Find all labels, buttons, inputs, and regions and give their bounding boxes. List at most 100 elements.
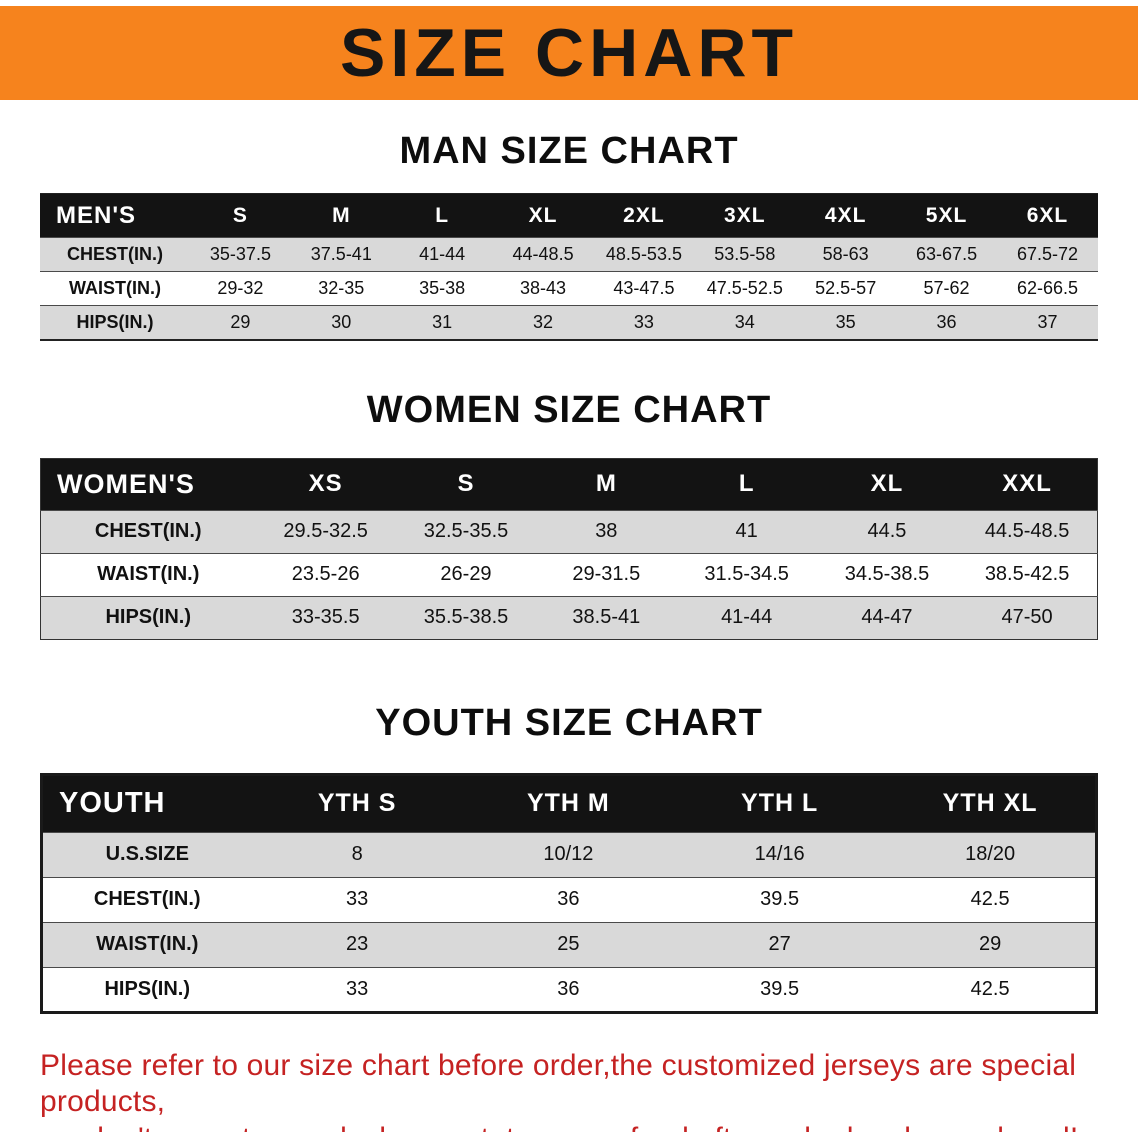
size-value: 37.5-41 xyxy=(310,244,372,264)
size-value: 41 xyxy=(735,520,758,542)
size-column-header: YTH L xyxy=(674,774,886,832)
size-value: 35 xyxy=(835,311,856,332)
size-column-header: M xyxy=(290,193,392,238)
size-column-header: YTH M xyxy=(462,774,674,832)
row-label: WAIST(IN.) xyxy=(69,278,161,298)
table-name-label: MEN'S xyxy=(40,193,190,238)
size-value: 30 xyxy=(331,311,352,332)
size-column-header: 4XL xyxy=(795,193,897,238)
size-value: 42.5 xyxy=(970,888,1010,910)
size-value: 31 xyxy=(432,311,453,332)
size-value: 47-50 xyxy=(1001,606,1053,628)
size-value: 52.5-57 xyxy=(815,278,877,298)
size-value: 33 xyxy=(346,977,369,1000)
table-row: CHEST(IN.) 29.5-32.5 32.5-35.5 38 41 44.5 44.5… xyxy=(40,510,1098,553)
size-value: 44-47 xyxy=(861,606,913,628)
size-value: 44-48.5 xyxy=(512,244,574,264)
size-value: 36 xyxy=(557,888,580,910)
size-value: 33 xyxy=(346,888,369,910)
size-column-header: 5XL xyxy=(896,193,997,238)
footer-line-1: Please refer to our size chart before or… xyxy=(40,1048,1077,1119)
size-value: 18/20 xyxy=(965,843,1016,865)
row-label: CHEST(IN.) xyxy=(67,244,163,264)
page-title: SIZE CHART xyxy=(340,15,798,91)
size-value: 39.5 xyxy=(760,977,800,1000)
men-size-table: MEN'S S M L XL 2XL 3XL 4XL 5XL 6XL CHEST(IN.) 35-37… xyxy=(40,193,1098,341)
size-value: 38.5-41 xyxy=(572,606,641,628)
size-value: 32.5-35.5 xyxy=(423,520,509,542)
table-name-label: YOUTH xyxy=(41,774,252,832)
size-column-header: L xyxy=(391,193,493,238)
size-value: 10/12 xyxy=(543,843,594,865)
size-column-header: YTH S xyxy=(251,774,463,832)
size-value: 35.5-38.5 xyxy=(423,606,509,628)
table-row: WAIST(IN.) 23.5-26 26-29 29-31.5 31.5-34.5 34… xyxy=(40,553,1098,596)
size-value: 47.5-52.5 xyxy=(706,278,783,298)
size-column-header: YTH XL xyxy=(885,774,1097,832)
size-value: 23 xyxy=(346,933,369,955)
size-value: 32-35 xyxy=(318,278,365,298)
row-label: HIPS(IN.) xyxy=(76,311,154,332)
women-size-table: WOMEN'S XS S M L XL XXL CHEST(IN.) 29.5-32.5 32.5… xyxy=(40,457,1098,640)
size-column-header: 2XL xyxy=(593,193,695,238)
size-value: 38 xyxy=(595,520,618,542)
table-header-row: MEN'S S M L XL 2XL 3XL 4XL 5XL 6XL xyxy=(40,193,1098,238)
size-value: 43-47.5 xyxy=(613,278,675,298)
women-section-heading: WOMEN SIZE CHART xyxy=(366,388,772,431)
size-value: 38-43 xyxy=(520,278,567,298)
footer-line-2: we don't accept cancel, change, teturn o… xyxy=(40,1121,1138,1132)
table-row: WAIST(IN.) 23 25 27 29 xyxy=(41,922,1097,967)
row-label: HIPS(IN.) xyxy=(105,606,192,628)
size-value: 25 xyxy=(557,933,580,955)
row-label: WAIST(IN.) xyxy=(96,933,199,955)
row-label: CHEST(IN.) xyxy=(94,520,202,542)
size-value: 58-63 xyxy=(822,244,869,264)
size-value: 29 xyxy=(979,933,1002,955)
table-header-row: WOMEN'S XS S M L XL XXL xyxy=(40,458,1098,510)
size-value: 29 xyxy=(230,311,251,332)
banner: SIZE CHART xyxy=(0,6,1138,100)
size-value: 33 xyxy=(633,311,654,332)
table-row: HIPS(IN.) 33 36 39.5 42.5 xyxy=(41,967,1097,1012)
size-column-header: XL xyxy=(816,458,958,510)
size-value: 33-35.5 xyxy=(291,606,360,628)
size-value: 34.5-38.5 xyxy=(844,563,930,585)
size-column-header: XS xyxy=(255,458,396,510)
size-value: 39.5 xyxy=(760,888,800,910)
size-value: 35-38 xyxy=(419,278,466,298)
size-value: 41-44 xyxy=(721,606,773,628)
size-value: 14/16 xyxy=(754,843,805,865)
size-value: 38.5-42.5 xyxy=(984,563,1070,585)
size-value: 63-67.5 xyxy=(916,244,978,264)
size-column-header: 3XL xyxy=(694,193,796,238)
size-column-header: S xyxy=(395,458,537,510)
size-value: 36 xyxy=(936,311,957,332)
size-value: 23.5-26 xyxy=(291,563,360,585)
size-value: 48.5-53.5 xyxy=(605,244,682,264)
size-column-header: M xyxy=(536,458,677,510)
table-row: CHEST(IN.) 33 36 39.5 42.5 xyxy=(41,877,1097,922)
row-label: U.S.SIZE xyxy=(105,843,189,865)
size-value: 26-29 xyxy=(440,563,492,585)
youth-size-table: YOUTH YTH S YTH M YTH L YTH XL U.S.SIZE 8 10/12… xyxy=(40,772,1098,1014)
size-value: 32 xyxy=(533,311,554,332)
youth-section-heading: YOUTH SIZE CHART xyxy=(375,701,763,744)
size-column-header: 6XL xyxy=(997,193,1098,238)
row-label: CHEST(IN.) xyxy=(93,888,201,910)
size-value: 62-66.5 xyxy=(1016,278,1079,298)
size-value: 44.5 xyxy=(867,520,907,542)
size-column-header: XXL xyxy=(957,458,1098,510)
size-column-header: L xyxy=(676,458,817,510)
table-row: WAIST(IN.) 29-32 32-35 35-38 38-43 43-47.5 47.… xyxy=(40,271,1098,306)
table-row: HIPS(IN.) 33-35.5 35.5-38.5 38.5-41 41-44 44-… xyxy=(40,596,1098,639)
table-row: CHEST(IN.) 35-37.5 37.5-41 41-44 44-48.5 48.5… xyxy=(40,237,1098,272)
size-column-header: S xyxy=(190,193,291,238)
men-section-heading: MAN SIZE CHART xyxy=(399,130,739,172)
footer-note: Please refer to our size chart before or… xyxy=(40,1048,1138,1132)
size-value: 27 xyxy=(768,933,791,955)
table-name-label: WOMEN'S xyxy=(40,458,256,510)
size-column-header: XL xyxy=(492,193,594,238)
size-value: 57-62 xyxy=(923,278,970,298)
size-value: 8 xyxy=(351,843,363,865)
